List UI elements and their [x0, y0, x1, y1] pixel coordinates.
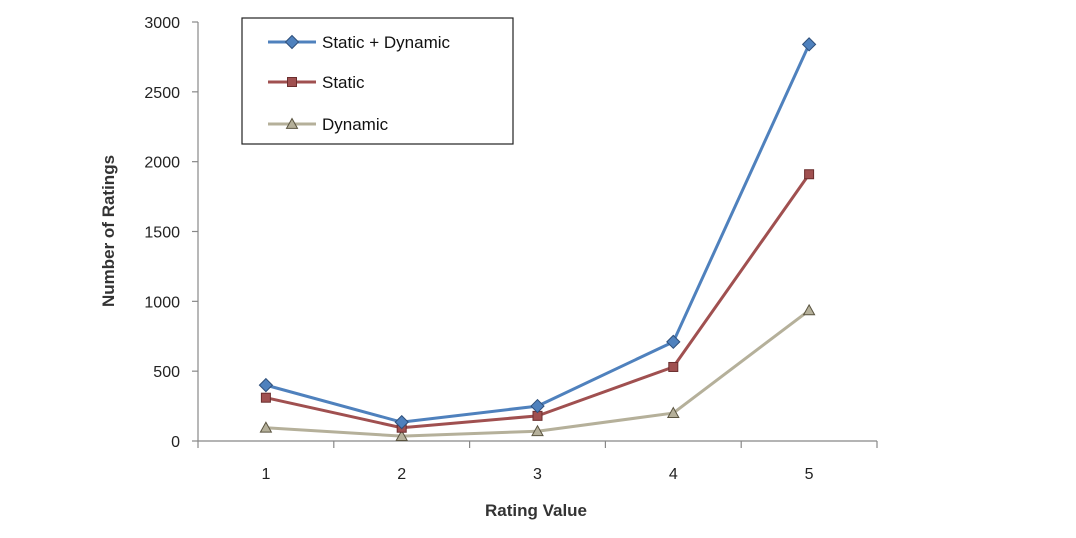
- data-point: [668, 361, 679, 372]
- x-tick-label: 1: [261, 466, 270, 483]
- series-1: [260, 169, 815, 433]
- data-point: [804, 169, 815, 180]
- data-point: [260, 392, 271, 403]
- series-layer: [258, 37, 817, 442]
- data-point: [531, 424, 544, 437]
- y-tick-label: 0: [171, 434, 180, 451]
- series-0: [258, 37, 817, 430]
- legend: Static + Dynamic Static Dynamic: [241, 17, 514, 145]
- data-point: [394, 414, 409, 430]
- data-point: [530, 398, 545, 414]
- y-tick-label: 1000: [144, 294, 180, 311]
- x-axis-title: Rating Value: [485, 501, 587, 520]
- x-tick-label: 5: [805, 466, 814, 483]
- y-axis-title: Number of Ratings: [99, 155, 118, 307]
- y-tick-label: 500: [153, 364, 180, 381]
- y-ticks: 0 500 1000 1500 2000 2500 3000: [144, 15, 198, 451]
- x-tick-label: 4: [669, 466, 678, 483]
- legend-item: Dynamic: [268, 115, 389, 134]
- legend-marker: [284, 34, 300, 50]
- legend-label: Static + Dynamic: [322, 33, 451, 52]
- x-tick-label: 3: [533, 466, 542, 483]
- legend-item: Static: [268, 73, 365, 92]
- y-tick-label: 2000: [144, 155, 180, 172]
- y-tick-label: 3000: [144, 15, 180, 32]
- data-point: [395, 429, 409, 442]
- series-line: [265, 173, 811, 430]
- legend-marker: [287, 77, 297, 87]
- y-tick-label: 2500: [144, 85, 180, 102]
- data-point: [666, 334, 681, 350]
- data-point: [666, 406, 680, 418]
- data-point: [802, 303, 816, 316]
- series-2: [259, 303, 816, 442]
- data-point: [801, 37, 817, 52]
- y-tick-label: 1500: [144, 225, 180, 242]
- data-point: [259, 421, 273, 433]
- data-point: [258, 377, 274, 393]
- legend-marker: [285, 117, 299, 129]
- legend-label: Static: [322, 73, 365, 92]
- x-ticks: 1 2 3 4 5: [197, 441, 878, 483]
- legend-item: Static + Dynamic: [268, 33, 451, 52]
- x-tick-label: 2: [397, 466, 406, 483]
- legend-label: Dynamic: [322, 115, 389, 134]
